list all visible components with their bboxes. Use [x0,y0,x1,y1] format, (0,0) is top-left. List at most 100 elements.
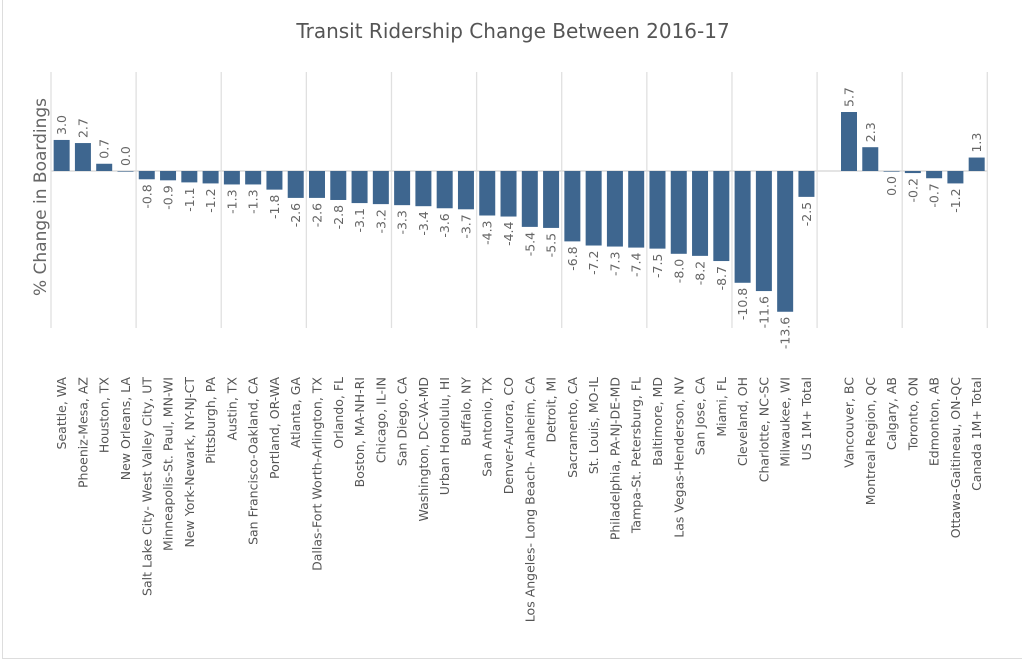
category-label: San Diego, CA [395,377,410,467]
data-label: -3.1 [352,208,367,232]
bar [968,157,985,171]
bar [53,139,70,171]
category-label: Miami, FL [714,377,729,437]
data-label: -7.2 [586,251,601,275]
category-label: Los Angeles- Long Beach- Anaheim, CA [522,377,537,623]
category-label: St. Louis, MO-IL [586,377,601,474]
category-label: Philadelphia, PA-NJ-DE-MD [607,377,622,540]
data-label: -1.2 [948,188,963,212]
data-label: -0.9 [161,185,176,209]
data-label: -3.4 [416,211,431,235]
bar [436,171,453,209]
data-label: 0.0 [884,176,899,196]
bar [351,171,368,204]
category-label: Boston, MA-NH-RI [352,377,367,487]
data-label: -8.2 [693,261,708,285]
category-label: Detroit, MI [544,377,559,443]
data-label: -4.4 [501,221,516,245]
bar [670,171,687,254]
bar [734,171,751,283]
bar [117,171,134,172]
data-label: 2.7 [75,118,90,138]
bar [543,171,560,228]
category-label: Cleveland, OH [735,377,750,466]
category-label: Montreal Region, QC [863,377,878,505]
data-label: -5.5 [544,233,559,257]
labels: 3.0 Seattle, WA 2.7 Phoeniz-Mesa, AZ 0.7 Hous… [54,87,984,622]
data-label: -2.6 [310,203,325,227]
y-axis-label: % Change in Boardings [31,98,51,296]
bar [96,163,113,171]
data-label: -3.2 [373,209,388,233]
category-label: Toronto, ON [905,377,920,451]
category-label: Pittsburgh, PA [203,377,218,464]
bar [202,171,219,184]
bar [713,171,730,262]
category-label: Chicago, IL-IN [373,377,388,463]
data-label: 0.0 [118,146,133,166]
bar [415,171,432,207]
data-label: 3.0 [54,115,69,135]
data-label: -1.3 [224,189,239,213]
category-label: San Antonio, TX [480,377,495,477]
category-label: Minneapolis-St. Paul, MN-WI [161,377,176,551]
data-label: -3.7 [458,214,473,238]
data-label: -2.8 [331,205,346,229]
category-label: Ottawa-Gaitineau, ON-QC [948,377,963,538]
category-label: Denver-Aurora, CO [501,377,516,494]
bar [479,171,496,216]
bar [692,171,709,256]
category-label: Milwaukee, WI [778,377,793,467]
bar [585,171,602,246]
data-label: -0.2 [905,178,920,202]
data-label: -7.3 [607,252,622,276]
category-label: Atlanta, GA [288,377,303,448]
category-label: Portland, OR-WA [267,377,282,479]
bar [330,171,347,200]
data-label: -0.7 [927,183,942,207]
category-label: Washington, DC-VA-MD [416,377,431,521]
category-label: Seattle, WA [54,377,69,450]
bars [53,112,985,312]
data-label: -0.8 [139,184,154,208]
data-label: -8.7 [714,266,729,290]
bar [74,143,91,171]
data-label: -13.6 [778,317,793,349]
bar [606,171,623,247]
category-label: Tampa-St. Petersburg, FL [629,377,644,534]
category-label: Orlando, FL [331,377,346,449]
data-label: -3.3 [395,210,410,234]
category-label: San Francisco-Oakland, CA [246,377,261,545]
bar [862,147,879,171]
data-label: -7.5 [650,254,665,278]
category-label: Las Vegas-Henderson, NV [671,377,686,538]
data-label: 0.7 [97,139,112,159]
bar [841,112,857,171]
bar [755,171,772,292]
bar [266,171,283,190]
category-label: Salt Lake City- West Valley City, UT [139,377,154,596]
data-label: -6.8 [565,246,580,270]
data-label: -1.2 [203,188,218,212]
category-label: Buffalo, NY [458,377,473,446]
bar [457,171,474,210]
bar [904,171,921,174]
category-label: Baltimore, MD [650,377,665,466]
data-label: 1.3 [969,133,984,153]
bar [245,171,262,185]
data-label: -4.3 [480,221,495,245]
category-label: Austin, TX [224,377,239,441]
bar [223,171,240,185]
category-label: Charlotte, NC-SC [756,377,771,483]
data-label: -1.3 [246,189,261,213]
category-label: Calgary, AB [884,377,899,450]
data-label: -11.6 [756,296,771,328]
data-label: 5.7 [842,87,857,107]
category-label: New York-Newark, NY-NJ-CT [182,377,197,548]
bar [287,171,304,198]
data-label: 2.3 [863,122,878,142]
category-label: US 1M+ Total [799,377,814,460]
bar [181,171,198,183]
data-label: -1.1 [182,187,197,211]
